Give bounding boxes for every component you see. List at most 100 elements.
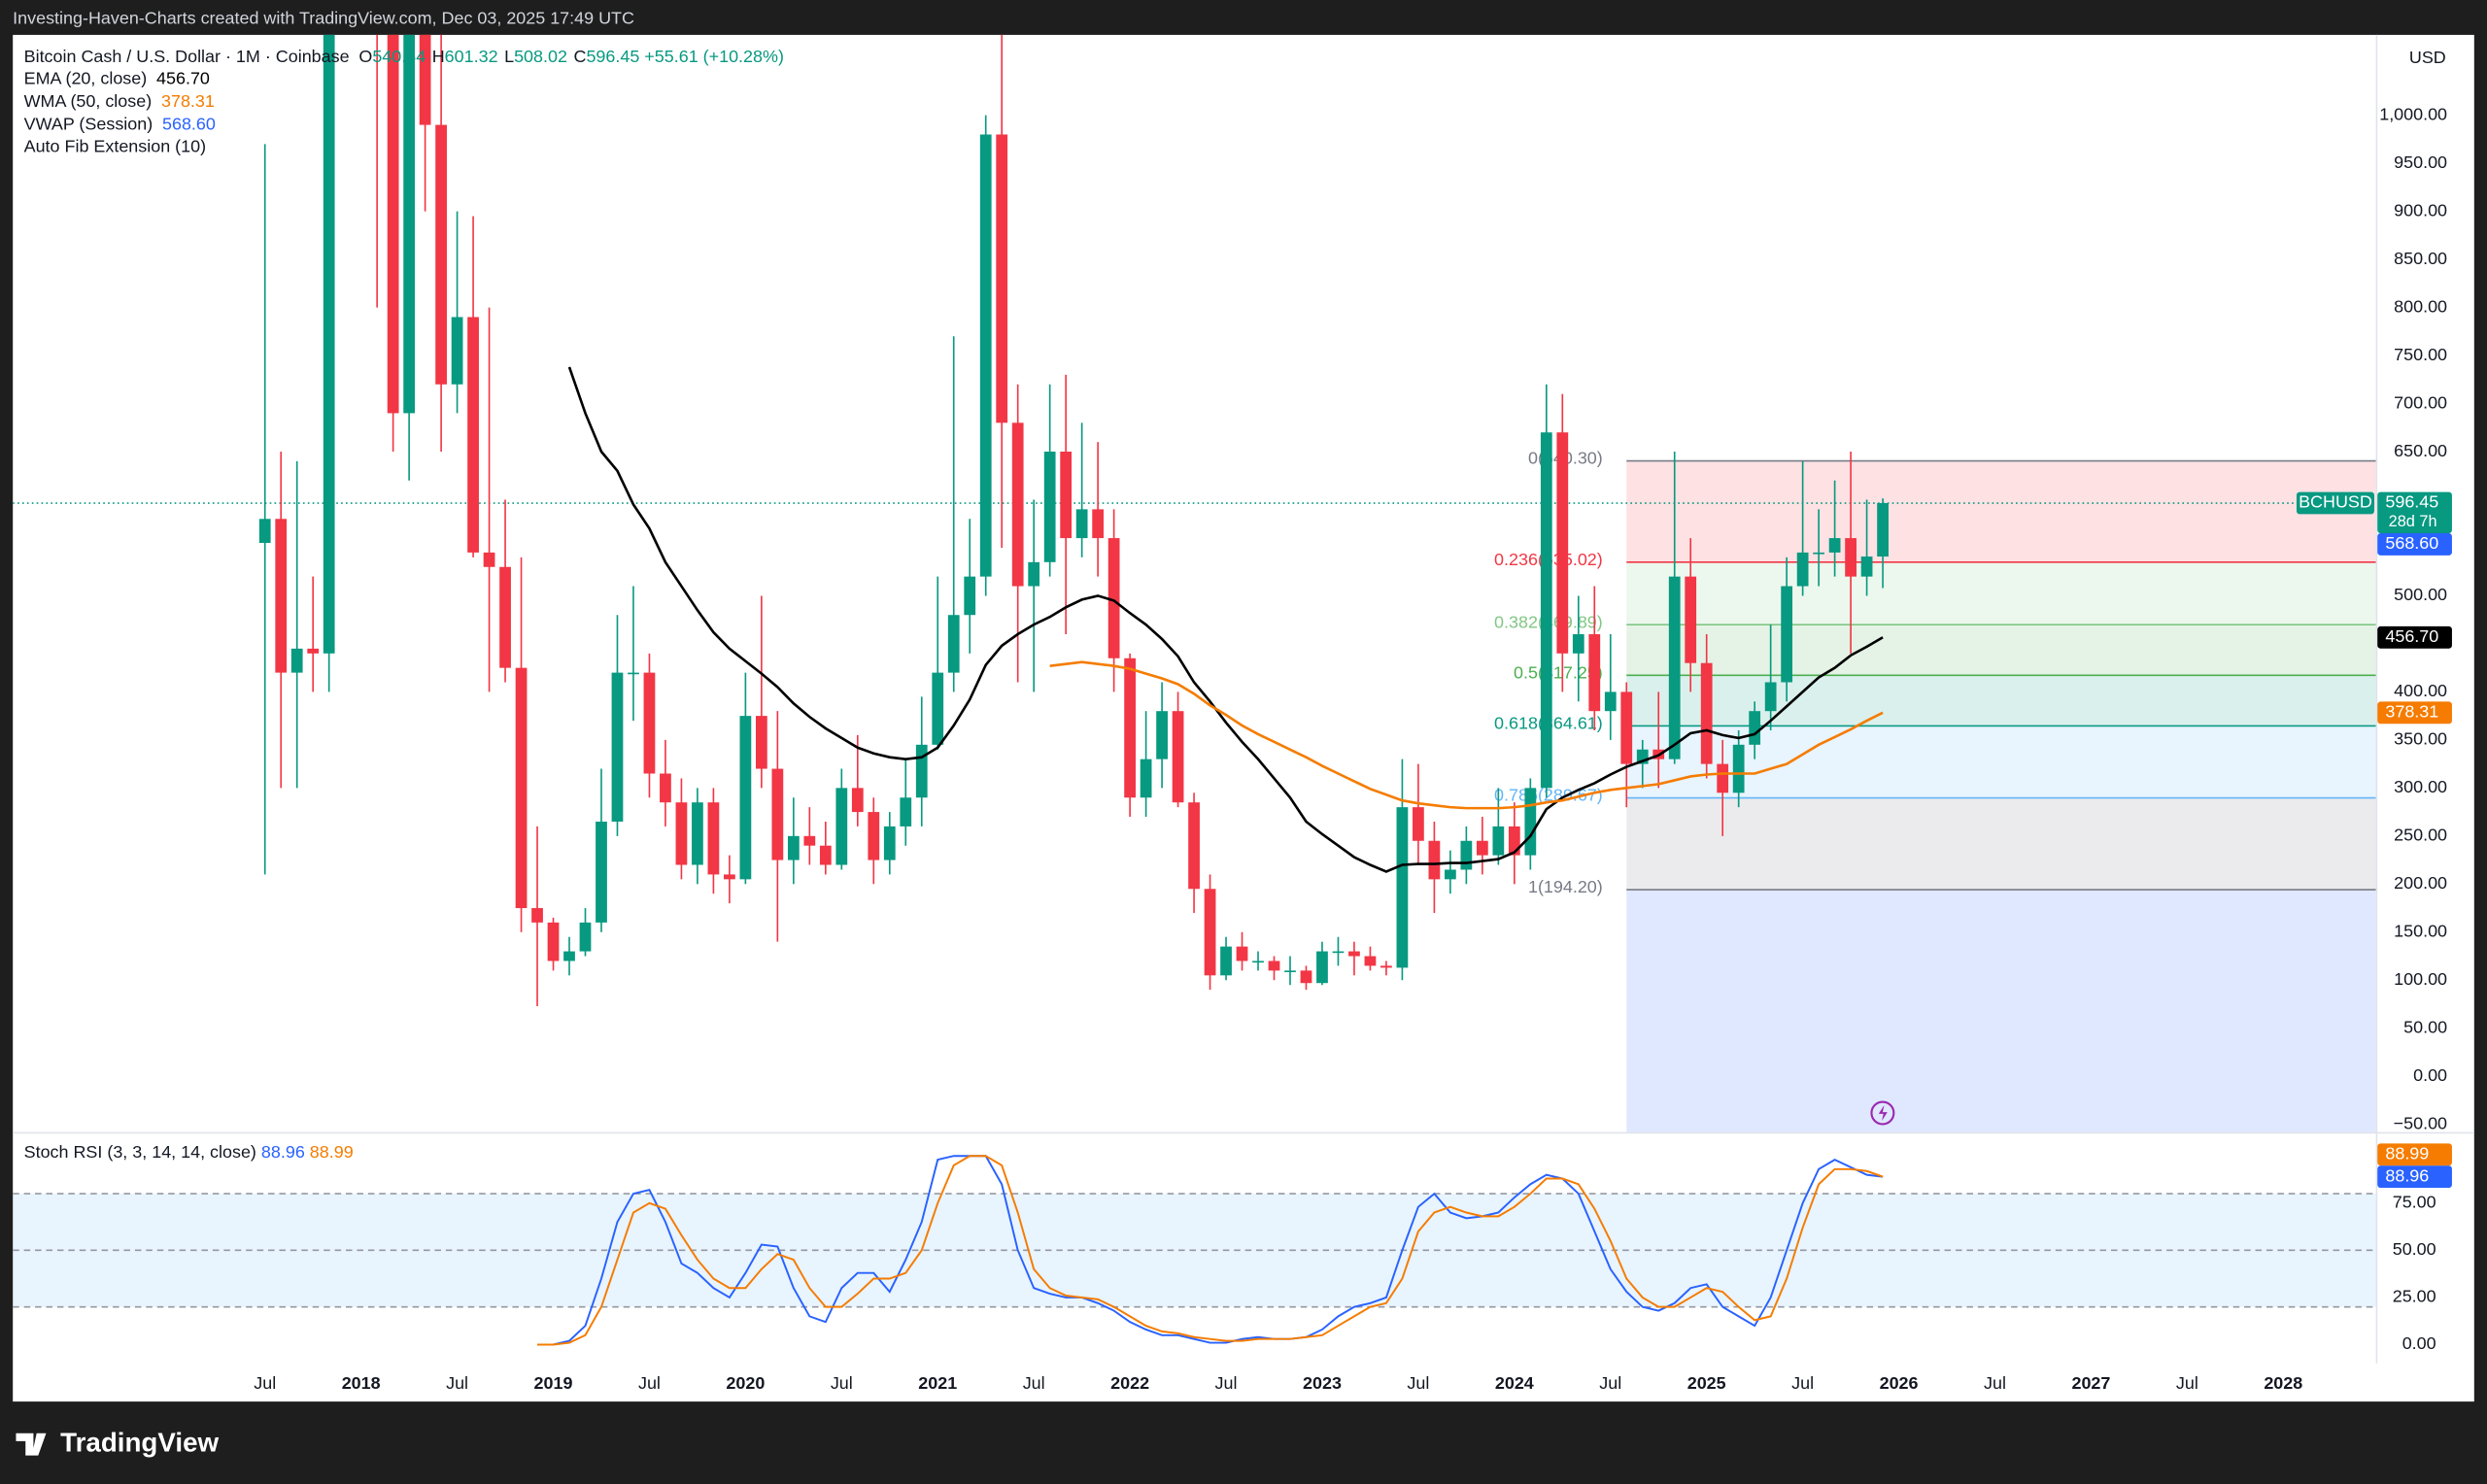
candle-body bbox=[1156, 711, 1168, 759]
candle-body bbox=[1508, 826, 1520, 856]
price-badge bbox=[2377, 1143, 2452, 1166]
fib-zone bbox=[1626, 675, 2376, 726]
candle-body bbox=[1220, 946, 1232, 976]
candle-body bbox=[290, 648, 303, 673]
candle-body bbox=[1700, 662, 1713, 764]
candle-body bbox=[1445, 869, 1456, 880]
candle-body bbox=[1860, 556, 1873, 577]
candle-body bbox=[915, 744, 928, 798]
candle-body bbox=[1476, 840, 1488, 856]
x-tick-label: 2022 bbox=[1110, 1373, 1149, 1393]
candle-body bbox=[835, 788, 848, 865]
y-tick-label: 850.00 bbox=[2394, 249, 2447, 268]
candle-body bbox=[1636, 749, 1649, 764]
candle-body bbox=[851, 788, 864, 813]
candle-body bbox=[451, 317, 463, 385]
indicator-legend-item[interactable]: WMA (50, close) 378.31 bbox=[24, 91, 215, 111]
indicator-line bbox=[567, 366, 1884, 873]
y-tick-label: 250.00 bbox=[2394, 826, 2447, 845]
candle-body bbox=[1749, 711, 1761, 745]
candle-body bbox=[996, 134, 1008, 423]
candle-body bbox=[947, 615, 960, 673]
x-tick-label: Jul bbox=[1023, 1373, 1045, 1393]
candle-body bbox=[1877, 503, 1889, 557]
y-tick-label: 100.00 bbox=[2394, 969, 2447, 989]
ohlc: O540.84 H601.32 L508.02 C596.45 bbox=[358, 47, 639, 66]
fib-zone bbox=[1626, 797, 2376, 891]
candle-body bbox=[900, 797, 912, 826]
ohlc-label: C bbox=[573, 47, 586, 66]
indicator-legend-item[interactable]: VWAP (Session) 568.60 bbox=[24, 114, 216, 133]
candle-body bbox=[1781, 586, 1793, 683]
indicator-legend-item[interactable]: EMA (20, close) 456.70 bbox=[24, 68, 210, 87]
candle-body bbox=[531, 908, 543, 923]
fib-label: 1(194.20) bbox=[1528, 877, 1603, 896]
candle-body bbox=[1524, 788, 1537, 856]
price-badge-label: 596.45 bbox=[2385, 492, 2438, 512]
candle-body bbox=[1364, 956, 1377, 966]
candle-body bbox=[628, 672, 639, 675]
x-tick-label: Jul bbox=[446, 1373, 468, 1393]
x-tick-label: Jul bbox=[1791, 1373, 1814, 1393]
candle-body bbox=[275, 519, 288, 673]
x-tick-label: 2019 bbox=[534, 1373, 573, 1393]
stoch-tick-label: 75.00 bbox=[2393, 1193, 2436, 1212]
y-tick-label: 400.00 bbox=[2394, 681, 2447, 700]
candle-body bbox=[1028, 561, 1040, 587]
ohlc-value: 540.84 bbox=[372, 47, 426, 66]
y-tick-label: 700.00 bbox=[2394, 392, 2447, 412]
candle-body bbox=[771, 768, 784, 860]
candle-body bbox=[1732, 744, 1745, 793]
ohlc-value: 596.45 bbox=[586, 47, 639, 66]
candle-body bbox=[403, 34, 416, 414]
y-tick-label: 150.00 bbox=[2394, 922, 2447, 941]
candle-body bbox=[499, 566, 511, 668]
stoch-tick-label: 25.00 bbox=[2393, 1287, 2436, 1306]
fib-zone bbox=[1626, 624, 2376, 676]
indicator-name: EMA (20, close) bbox=[24, 68, 148, 87]
candle-body bbox=[1540, 432, 1552, 789]
candle-body bbox=[1556, 432, 1569, 654]
candle-body bbox=[547, 922, 560, 961]
candle-body bbox=[739, 716, 752, 880]
ohlc-label: L bbox=[504, 47, 514, 66]
fib-zone bbox=[1626, 561, 2376, 625]
brand-name[interactable]: TradingView bbox=[60, 1428, 219, 1458]
indicator-legend-item[interactable]: Auto Fib Extension (10) bbox=[24, 136, 206, 155]
y-tick-label: 950.00 bbox=[2394, 152, 2447, 172]
price-badge bbox=[2377, 701, 2452, 725]
x-tick-label: Jul bbox=[1215, 1373, 1238, 1393]
candle-body bbox=[387, 34, 399, 414]
candle-body bbox=[1428, 840, 1441, 880]
x-tick-label: 2026 bbox=[1880, 1373, 1919, 1393]
candle-body bbox=[724, 874, 735, 880]
price-badge-label: 88.96 bbox=[2385, 1165, 2429, 1185]
candle-body bbox=[1140, 759, 1152, 798]
ohlc-value: 601.32 bbox=[445, 47, 498, 66]
x-tick-label: Jul bbox=[638, 1373, 661, 1393]
brand-logo[interactable] bbox=[16, 1433, 47, 1456]
candle-body bbox=[1332, 951, 1345, 954]
indicator-line bbox=[1049, 660, 1884, 810]
alert-icon[interactable] bbox=[1870, 1100, 1895, 1126]
candle-body bbox=[1796, 552, 1809, 587]
candle-body bbox=[1668, 576, 1681, 759]
price-badge bbox=[2377, 1165, 2452, 1189]
candle-body bbox=[1092, 509, 1105, 539]
x-tick-label: Jul bbox=[831, 1373, 853, 1393]
legend-title[interactable]: Bitcoin Cash / U.S. Dollar · 1M · Coinba… bbox=[24, 47, 784, 66]
candle-body bbox=[707, 802, 720, 875]
stoch-title: Stoch RSI (3, 3, 14, 14, close) bbox=[24, 1142, 256, 1162]
stoch-k-value: 88.96 bbox=[261, 1142, 305, 1162]
price-badge bbox=[2377, 533, 2452, 556]
candle-body bbox=[611, 672, 624, 822]
candle-body bbox=[1075, 509, 1088, 539]
candle-body bbox=[1300, 970, 1312, 984]
chart-panel bbox=[13, 34, 2474, 1402]
currency[interactable]: USD bbox=[2409, 48, 2446, 67]
stoch-legend[interactable]: Stoch RSI (3, 3, 14, 14, close) 88.96 88… bbox=[24, 1142, 354, 1162]
indicator-value: 378.31 bbox=[161, 91, 215, 111]
x-tick-label: 2021 bbox=[918, 1373, 957, 1393]
header-text: Investing-Haven-Charts created with Trad… bbox=[13, 8, 634, 27]
